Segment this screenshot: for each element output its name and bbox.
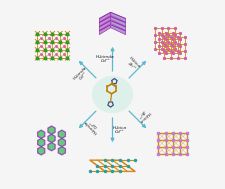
Text: H₂bimda
Cd²⁺: H₂bimda Cd²⁺ xyxy=(96,55,115,63)
Polygon shape xyxy=(48,134,55,143)
Text: H₂bmda
Cd²⁺: H₂bmda Cd²⁺ xyxy=(83,115,101,134)
Polygon shape xyxy=(38,147,45,155)
Polygon shape xyxy=(38,130,45,138)
Polygon shape xyxy=(58,147,65,155)
Polygon shape xyxy=(48,126,55,134)
Polygon shape xyxy=(111,16,126,26)
Ellipse shape xyxy=(92,76,133,113)
Polygon shape xyxy=(99,21,111,31)
Polygon shape xyxy=(99,12,111,22)
Polygon shape xyxy=(58,130,65,138)
Polygon shape xyxy=(111,25,126,35)
Polygon shape xyxy=(38,138,45,147)
Text: H₂bica
Zn²⁺: H₂bica Zn²⁺ xyxy=(125,56,141,72)
Polygon shape xyxy=(99,25,111,35)
Polygon shape xyxy=(58,138,65,147)
Polygon shape xyxy=(48,143,55,151)
Text: H₂bica
Zn²⁺: H₂bica Zn²⁺ xyxy=(135,107,151,123)
Polygon shape xyxy=(111,12,126,22)
Polygon shape xyxy=(111,21,126,31)
Text: H₂bica
Cd²⁺: H₂bica Cd²⁺ xyxy=(113,126,127,134)
Text: H₂bmda
Cd²⁺: H₂bmda Cd²⁺ xyxy=(73,65,91,84)
Polygon shape xyxy=(99,16,111,26)
